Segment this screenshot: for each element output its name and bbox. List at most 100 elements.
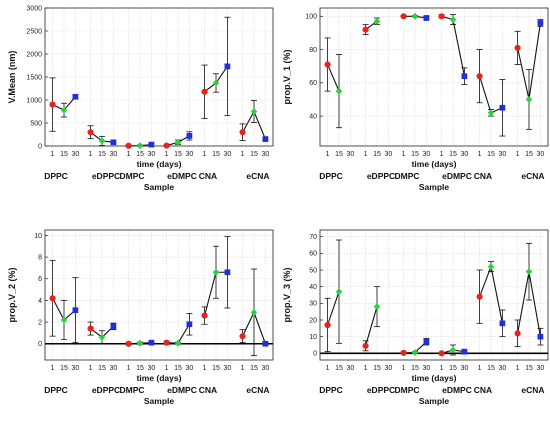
group-label-edmpc: eDMPC [167, 385, 197, 395]
group-label-dmpc: DMPC [119, 385, 144, 395]
sample-axis-label: Sample [419, 396, 450, 406]
y-axis-label: prop.V_3 (%) [282, 267, 292, 322]
series-line [441, 15, 465, 77]
y-tick-label: 10 [309, 334, 317, 341]
x-axis-label: time (days) [137, 159, 182, 169]
series-ecna [514, 242, 544, 348]
x-tick-label: 30 [186, 151, 194, 158]
y-tick-label: 6 [38, 276, 42, 283]
data-point [148, 339, 155, 346]
x-tick-label: 1 [364, 365, 368, 372]
x-tick-label: 1 [165, 365, 169, 372]
x-tick-label: 15 [250, 151, 258, 158]
x-tick-label: 1 [478, 365, 482, 372]
x-tick-label: 15 [373, 365, 381, 372]
data-point [262, 136, 269, 142]
y-tick-label: 20 [309, 317, 317, 324]
data-point [487, 109, 495, 117]
x-tick-label: 30 [461, 151, 469, 158]
data-point [499, 320, 506, 327]
series-edmpc [438, 13, 468, 85]
y-tick-label: 40 [309, 113, 317, 120]
data-point [98, 137, 106, 145]
data-point [537, 20, 544, 26]
x-tick-label: 1 [478, 151, 482, 158]
series-edppc [87, 321, 117, 345]
y-tick-label: 100 [305, 14, 317, 21]
x-tick-label: 30 [347, 365, 355, 372]
series-dmpc [400, 337, 430, 357]
x-tick-label: 15 [449, 151, 457, 158]
x-tick-label: 30 [423, 365, 431, 372]
x-tick-label: 15 [174, 365, 182, 372]
y-tick-label: 2500 [26, 28, 42, 35]
data-point [335, 87, 343, 95]
x-tick-label: 15 [525, 151, 533, 158]
x-tick-label: 1 [440, 151, 444, 158]
series-dmpc [125, 141, 155, 150]
data-point [60, 106, 68, 114]
data-point [125, 340, 132, 347]
y-tick-label: 60 [309, 251, 317, 258]
group-label-cna: CNA [199, 385, 217, 395]
group-label-dppc: DPPC [319, 385, 343, 395]
x-tick-label: 1 [89, 365, 93, 372]
x-tick-label: 30 [423, 151, 431, 158]
data-point [72, 307, 79, 314]
data-point [163, 339, 170, 346]
x-tick-label: 15 [335, 151, 343, 158]
data-point [423, 338, 430, 345]
x-tick-label: 1 [89, 151, 93, 158]
data-point [324, 61, 331, 68]
data-point [60, 316, 68, 324]
y-axis-label: prop.V_1 (%) [282, 49, 292, 104]
data-point [87, 129, 94, 136]
y-axis-label: prop.V_2 (%) [7, 267, 17, 322]
y-tick-label: 2000 [26, 51, 42, 58]
data-point [373, 302, 381, 311]
x-tick-label: 1 [127, 151, 131, 158]
series-ecna [239, 100, 269, 142]
data-point [461, 348, 468, 355]
data-point [186, 133, 193, 139]
group-label-cna: CNA [474, 385, 492, 395]
data-point [148, 141, 155, 148]
group-label-dppc: DPPC [44, 385, 68, 395]
x-tick-label: 30 [186, 365, 194, 372]
group-label-edppc: eDPPC [92, 171, 120, 181]
plot-frame [44, 229, 274, 361]
group-label-edppc: eDPPC [367, 385, 395, 395]
data-point [476, 293, 483, 300]
x-tick-label: 15 [487, 151, 495, 158]
x-tick-label: 1 [51, 151, 55, 158]
y-tick-label: 50 [309, 267, 317, 274]
group-label-dmpc: DMPC [119, 171, 144, 181]
x-tick-label: 30 [72, 365, 80, 372]
series-line [365, 306, 378, 346]
y-tick-label: 0 [38, 341, 42, 348]
data-point [449, 346, 457, 354]
x-tick-label: 15 [98, 151, 106, 158]
group-label-dmpc: DMPC [394, 385, 419, 395]
data-point [514, 44, 521, 52]
x-tick-label: 1 [326, 151, 330, 158]
group-label-ecna: eCNA [521, 385, 544, 395]
data-point [72, 93, 79, 100]
x-tick-label: 15 [449, 365, 457, 372]
x-tick-label: 15 [335, 365, 343, 372]
x-tick-label: 15 [212, 151, 220, 158]
group-label-dppc: DPPC [319, 171, 343, 181]
group-label-cna: CNA [474, 171, 492, 181]
data-point [449, 15, 457, 24]
group-label-ecna: eCNA [246, 385, 269, 395]
x-axis-label: time (days) [412, 159, 457, 169]
x-tick-label: 30 [262, 151, 270, 158]
y-tick-label: 8 [38, 254, 42, 261]
data-point [250, 107, 258, 116]
y-tick-label: 2 [38, 319, 42, 326]
x-tick-label: 30 [224, 151, 232, 158]
x-tick-label: 1 [516, 365, 520, 372]
